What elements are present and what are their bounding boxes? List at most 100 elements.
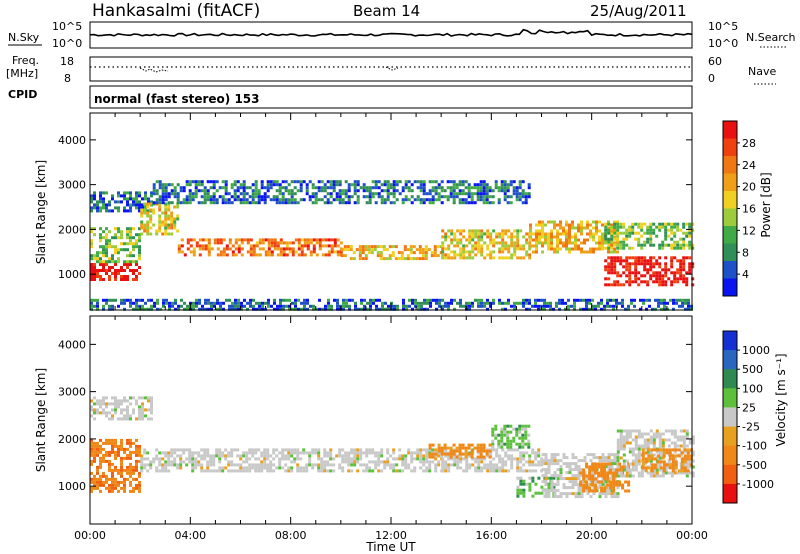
velocity-echo-cell — [616, 441, 620, 445]
power-echo-cell — [251, 192, 255, 196]
velocity-echo-cell — [565, 471, 569, 475]
power-echo-cell — [425, 198, 429, 202]
power-echo-cell — [382, 245, 386, 249]
velocity-echo-cell — [498, 466, 502, 470]
power-echo-cell — [227, 192, 231, 196]
velocity-echo-cell — [534, 457, 538, 461]
power-echo-cell — [345, 301, 348, 305]
power-echo-cell — [604, 265, 608, 269]
power-echo-cell — [161, 195, 165, 199]
power-echo-cell — [96, 301, 99, 305]
velocity-echo-cell — [93, 408, 96, 412]
power-echo-cell — [352, 251, 356, 255]
velocity-echo-cell — [147, 408, 150, 412]
velocity-echo-cell — [248, 448, 252, 452]
power-echo-cell — [506, 201, 510, 205]
power-echo-cell — [570, 304, 573, 308]
power-echo-cell — [311, 195, 315, 199]
velocity-echo-cell — [491, 445, 495, 449]
velocity-echo-cell — [275, 466, 279, 470]
velocity-echo-cell — [679, 471, 683, 475]
velocity-echo-cell — [537, 463, 541, 467]
power-echo-cell — [144, 206, 147, 210]
velocity-echo-cell — [607, 468, 611, 472]
power-echo-cell — [400, 254, 404, 258]
power-echo-cell — [407, 198, 411, 202]
velocity-echo-cell — [524, 430, 528, 434]
velocity-echo-cell — [640, 435, 644, 439]
power-echo-cell — [353, 180, 357, 184]
power-echo-cell — [240, 241, 244, 245]
power-echo-cell — [407, 189, 411, 193]
power-echo-cell — [261, 238, 265, 242]
power-echo-cell — [541, 244, 544, 248]
power-echo-cell — [625, 243, 629, 247]
velocity-echo-cell — [477, 457, 481, 461]
velocity-echo-cell — [266, 457, 270, 461]
power-echo-cell — [167, 217, 171, 221]
velocity-echo-cell — [483, 463, 487, 467]
power-echo-cell — [607, 268, 611, 272]
power-echo-cell — [444, 247, 448, 251]
velocity-echo-cell — [108, 462, 111, 466]
power-echo-cell — [135, 197, 138, 201]
velocity-echo-cell — [344, 451, 348, 455]
velocity-echo-cell — [625, 441, 629, 445]
power-echo-cell — [621, 301, 624, 305]
velocity-echo-cell — [509, 442, 513, 446]
velocity-echo-cell — [251, 448, 255, 452]
velocity-echo-cell — [441, 463, 445, 467]
power-echo-cell — [201, 247, 205, 251]
power-echo-cell — [321, 307, 324, 311]
freq-panel-frame — [89, 56, 693, 82]
velocity-echo-cell — [126, 465, 129, 469]
power-echo-cell — [553, 223, 556, 227]
power-echo-cell — [344, 189, 348, 193]
power-echo-cell — [461, 201, 465, 205]
velocity-echo-cell — [641, 454, 645, 458]
velocity-echo-cell — [167, 454, 171, 458]
velocity-echo-cell — [571, 468, 575, 472]
velocity-echo-cell — [647, 448, 651, 452]
velocity-echo-cell — [486, 463, 490, 467]
power-echo-cell — [474, 253, 478, 257]
power-echo-cell — [534, 304, 537, 308]
velocity-echo-cell — [311, 451, 315, 455]
power-echo-cell — [278, 189, 282, 193]
velocity-echo-cell — [434, 448, 438, 452]
velocity-echo-cell — [176, 448, 180, 452]
velocity-echo-cell — [574, 495, 578, 499]
velocity-echo-cell — [544, 456, 548, 460]
power-echo-cell — [162, 304, 165, 308]
velocity-echo-cell — [583, 480, 587, 484]
velocity-echo-cell — [556, 462, 560, 466]
velocity-echo-cell — [597, 465, 601, 469]
power-echo-cell — [266, 189, 270, 193]
power-echo-cell — [117, 269, 120, 272]
velocity-echo-cell — [126, 441, 129, 445]
power-echo-cell — [242, 198, 246, 202]
velocity-echo-cell — [425, 460, 429, 464]
power-echo-cell — [664, 237, 668, 241]
power-echo-cell — [652, 256, 656, 260]
velocity-echo-cell — [455, 446, 459, 450]
power-echo-cell — [470, 195, 474, 199]
power-echo-cell — [303, 301, 306, 305]
power-echo-cell — [443, 189, 447, 193]
velocity-echo-cell — [353, 463, 357, 467]
velocity-echo-cell — [483, 457, 487, 461]
power-echo-cell — [583, 226, 586, 230]
velocity-echo-cell — [311, 463, 315, 467]
power-echo-cell — [471, 256, 475, 260]
power-echo-cell — [670, 262, 674, 266]
power-echo-cell — [179, 189, 183, 193]
power-echo-cell — [363, 304, 366, 308]
velocity-echo-cell — [311, 448, 315, 452]
velocity-echo-cell — [628, 450, 632, 454]
velocity-echo-cell — [619, 471, 623, 475]
velocity-echo-cell — [126, 471, 129, 475]
power-echo-cell — [285, 247, 289, 251]
power-echo-cell — [658, 271, 662, 275]
velocity-echo-cell — [317, 463, 321, 467]
velocity-echo-cell — [685, 444, 689, 448]
